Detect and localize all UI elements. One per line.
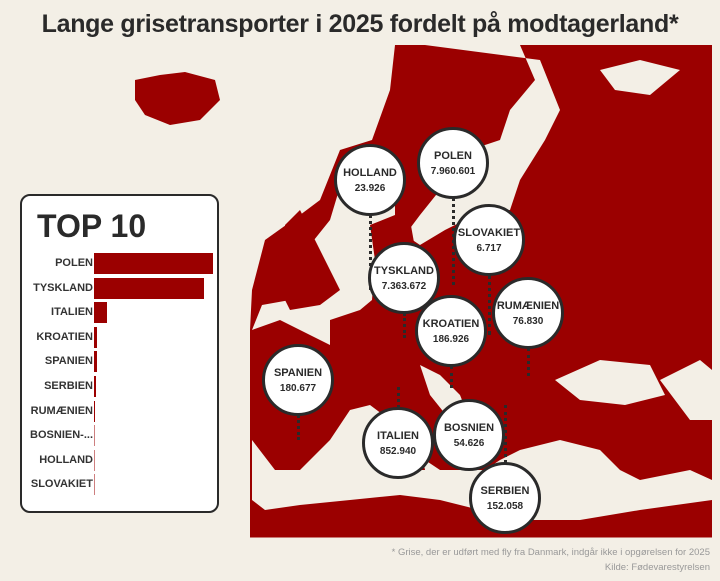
leader-line [450, 366, 453, 388]
footer: * Grise, der er udført med fly fra Danma… [392, 545, 710, 575]
country-bubble: SPANIEN 180.677 [262, 344, 334, 416]
leader-line [369, 215, 372, 290]
bar-label: HOLLAND [39, 453, 93, 466]
bar [94, 326, 97, 348]
bar-label: POLEN [55, 257, 93, 269]
bar-row: ITALIEN [22, 301, 217, 325]
country-value: 23.926 [354, 182, 386, 194]
bar-label: RUMÆNIEN [30, 404, 93, 417]
country-value: 180.677 [279, 382, 317, 394]
country-value: 7.363.672 [381, 280, 427, 292]
country-value: 54.626 [453, 437, 485, 449]
footnote: * Grise, der er udført med fly fra Danma… [391, 547, 710, 558]
ireland [258, 255, 285, 292]
bar [94, 425, 95, 447]
country-name: RUMÆNIEN [496, 299, 560, 312]
bar-row: SERBIEN [22, 375, 217, 399]
bar [94, 253, 213, 274]
country-bubble: RUMÆNIEN 76.830 [492, 277, 564, 349]
country-bubble: POLEN 7.960.601 [417, 127, 489, 199]
leader-line [297, 415, 300, 440]
bar-row: RUMÆNIEN [22, 400, 217, 424]
bar-row: BOSNIEN-... [22, 424, 217, 448]
country-bubble: KROATIEN 186.926 [415, 295, 487, 367]
leader-line [403, 313, 406, 338]
bar-label: SLOVAKIET [30, 478, 93, 491]
country-name: TYSKLAND [374, 264, 434, 277]
country-name: SPANIEN [273, 366, 323, 379]
bar-row: POLEN [22, 252, 217, 276]
country-bubble: SLOVAKIET 6.717 [453, 204, 525, 276]
page-title: Lange grisetransporter i 2025 fordelt på… [41, 10, 679, 38]
country-name: SLOVAKIET [457, 226, 521, 239]
country-name: SERBIEN [480, 484, 530, 497]
bar-row: SPANIEN [22, 350, 217, 374]
bar-row: HOLLAND [22, 449, 217, 473]
bar [94, 351, 97, 373]
country-value: 152.058 [486, 500, 524, 512]
country-name: HOLLAND [343, 166, 397, 179]
top10-panel: TOP 10 POLEN TYSKLAND ITALIEN KROATIEN SPANI… [20, 194, 219, 513]
chart-title: TOP 10 [37, 208, 147, 244]
bar-row: KROATIEN [22, 326, 217, 350]
bar [94, 400, 96, 422]
bar [94, 474, 95, 496]
bar-label: ITALIEN [51, 306, 93, 319]
bar-label: KROATIEN [36, 330, 93, 343]
country-value: 186.926 [432, 333, 470, 345]
bar-label: SPANIEN [44, 355, 93, 368]
country-name: KROATIEN [422, 317, 480, 330]
country-value: 6.717 [476, 242, 502, 254]
bar-row: TYSKLAND [22, 277, 217, 301]
country-value: 76.830 [512, 315, 544, 327]
black-sea [555, 360, 665, 405]
country-bubble: ITALIEN 852.940 [362, 407, 434, 479]
bar [94, 449, 95, 471]
bar [94, 376, 97, 397]
bar [94, 277, 205, 299]
bar-label: TYSKLAND [33, 281, 93, 294]
country-bubble: SERBIEN 152.058 [469, 462, 541, 534]
leader-line [527, 348, 530, 376]
country-bubble: HOLLAND 23.926 [334, 144, 406, 216]
atlantic-sea [250, 45, 395, 330]
country-value: 852.940 [379, 445, 417, 457]
leader-line [504, 405, 507, 463]
bar-row: SLOVAKIET [22, 473, 217, 497]
caspian-sea [660, 360, 712, 420]
great-britain [280, 210, 340, 310]
country-bubble: BOSNIEN 54.626 [433, 399, 505, 471]
bar [94, 302, 107, 324]
country-name: ITALIEN [377, 429, 419, 442]
country-value: 7.960.601 [430, 165, 476, 177]
leader-line [397, 387, 400, 408]
country-name: POLEN [434, 149, 472, 162]
iceland [135, 72, 220, 125]
bar-label: SERBIEN [44, 380, 93, 392]
white-sea [600, 60, 680, 95]
country-name: BOSNIEN [443, 421, 495, 434]
bar-label: BOSNIEN-... [30, 429, 93, 442]
leader-line [488, 275, 491, 335]
source: Kilde: Fødevarestyrelsen [604, 562, 710, 573]
